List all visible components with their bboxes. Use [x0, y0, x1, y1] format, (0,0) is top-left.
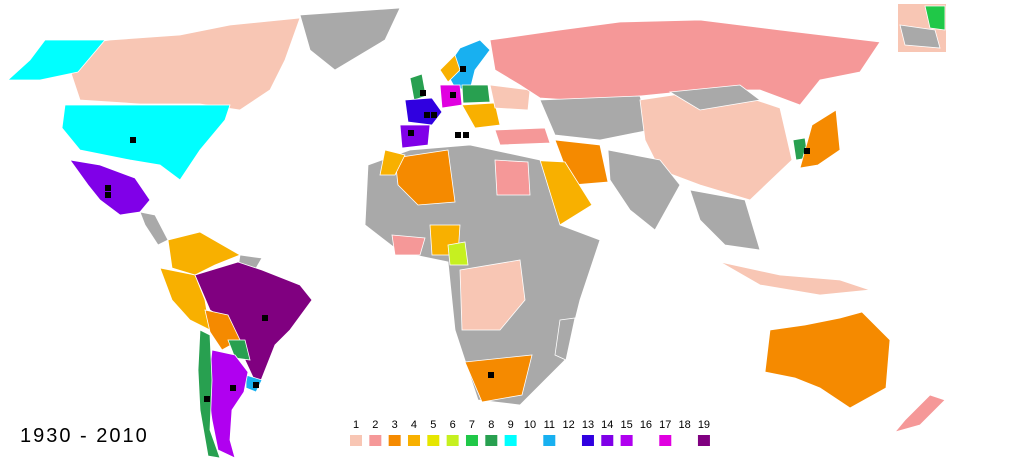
host-marker [460, 66, 466, 72]
turkey [494, 127, 551, 146]
central-america [139, 211, 169, 246]
legend-swatch [562, 435, 575, 446]
france [404, 97, 443, 126]
host-markers [105, 66, 810, 402]
host-marker [408, 130, 414, 136]
host-marker [204, 396, 210, 402]
host-marker [804, 148, 810, 154]
legend-swatch [601, 435, 614, 446]
legend-number: 14 [601, 419, 613, 431]
host-marker [230, 385, 236, 391]
legend-number: 17 [659, 419, 671, 431]
south-africa [464, 354, 533, 403]
balkans [461, 102, 501, 129]
legend-number: 19 [698, 419, 710, 431]
legend-number: 9 [508, 419, 514, 431]
legend-number: 4 [411, 419, 417, 431]
legend-number: 6 [450, 419, 456, 431]
legend-swatch [620, 435, 633, 446]
legend-number: 8 [488, 419, 494, 431]
canada [69, 17, 301, 111]
central-asia [539, 95, 651, 141]
legend-number: 1 [353, 419, 359, 431]
host-marker [420, 90, 426, 96]
morocco [379, 149, 406, 176]
spain [399, 124, 431, 149]
russia [489, 19, 881, 106]
colombia-venezuela [167, 231, 241, 276]
host-marker [130, 137, 136, 143]
legend-number: 10 [524, 419, 536, 431]
chile [197, 329, 221, 459]
legend-number: 15 [620, 419, 632, 431]
inset-gray [899, 24, 941, 49]
southeast-asia [689, 189, 761, 251]
legend-number: 11 [544, 419, 555, 431]
new-zealand [893, 394, 946, 433]
host-marker [455, 132, 461, 138]
host-marker [262, 315, 268, 321]
host-marker [424, 112, 430, 118]
mongolia [668, 84, 761, 111]
legend-swatch [543, 435, 556, 446]
usa [61, 104, 231, 181]
legend-number: 2 [372, 419, 378, 431]
legend-swatch [388, 435, 401, 446]
australia [764, 311, 891, 409]
indonesia [719, 261, 871, 296]
legend-swatch [427, 435, 440, 446]
legend-swatch [446, 435, 459, 446]
poland [461, 84, 491, 104]
legend-swatch [639, 435, 652, 446]
period-label: 1930 - 2010 [20, 425, 149, 447]
legend-swatch [485, 435, 498, 446]
congo-angola [459, 259, 526, 331]
legend-number: 16 [640, 419, 652, 431]
paraguay [227, 339, 251, 361]
legend-swatch [504, 435, 517, 446]
host-marker [105, 192, 111, 198]
india [607, 149, 681, 231]
legend-swatch [659, 435, 672, 446]
host-marker [431, 112, 437, 118]
greenland [299, 7, 401, 71]
legend-number: 7 [469, 419, 475, 431]
legend-number: 12 [563, 419, 575, 431]
host-marker [253, 382, 259, 388]
cameroon [447, 241, 469, 266]
inset-country [924, 5, 946, 31]
legend-number: 18 [678, 419, 690, 431]
ukraine [489, 84, 531, 111]
legend-swatch [697, 435, 710, 446]
legend-swatch [581, 435, 594, 446]
host-marker [463, 132, 469, 138]
legend-number: 5 [430, 419, 436, 431]
legend-swatch [523, 435, 536, 446]
west-africa [391, 234, 426, 256]
legend-swatch [369, 435, 382, 446]
alaska [6, 39, 106, 81]
legend: 1 2 3 4 5 6 7 8 9 10 11 12 13 14 15 16 17 18 19 [350, 419, 710, 446]
legend-swatch [678, 435, 691, 446]
legend-swatch [407, 435, 420, 446]
legend-number: 13 [582, 419, 594, 431]
host-marker [450, 92, 456, 98]
madagascar [554, 317, 576, 361]
algeria [394, 149, 456, 206]
egypt [494, 159, 531, 196]
legend-swatch [465, 435, 478, 446]
legend-swatch [350, 435, 362, 446]
host-marker [105, 185, 111, 191]
host-marker [488, 372, 494, 378]
legend-number: 3 [392, 419, 398, 431]
